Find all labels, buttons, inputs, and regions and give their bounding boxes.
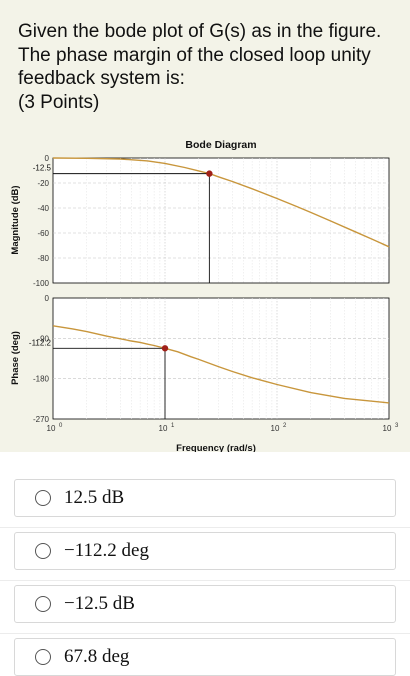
- magnitude-marker-label: -12.5: [33, 164, 52, 173]
- bode-diagram: 0-20-40-60-80-100-12.50-90-180-270-112.2…: [0, 130, 410, 452]
- phase-marker-label: -112.2: [29, 338, 52, 347]
- y-tick-label: 0: [45, 154, 50, 163]
- y-tick-label: -180: [33, 375, 50, 384]
- x-tick-exponent: 3: [395, 423, 399, 429]
- x-tick-exponent: 0: [59, 423, 63, 429]
- divider: [0, 580, 410, 581]
- y-tick-label: -40: [37, 204, 49, 213]
- option-1[interactable]: 12.5 dB: [14, 479, 396, 517]
- x-tick-label: 10: [47, 424, 56, 433]
- y-tick-label: -80: [37, 254, 49, 263]
- y-tick-label: -270: [33, 415, 50, 424]
- x-tick-label: 10: [159, 424, 168, 433]
- phase-axis-label: Phase (deg): [10, 331, 21, 385]
- phase-curve: [52, 325, 390, 404]
- divider: [0, 527, 410, 528]
- x-tick-exponent: 2: [283, 423, 287, 429]
- question-line: The phase margin of the closed loop unit…: [18, 44, 371, 66]
- radio-button-icon[interactable]: [35, 596, 51, 612]
- x-axis-label: Frequency (rad/s): [176, 443, 256, 452]
- y-tick-label: -100: [33, 279, 50, 288]
- phase-plot-area: [52, 297, 390, 420]
- magnitude-curve: [52, 157, 390, 248]
- magnitude-plot-area: [52, 157, 390, 284]
- radio-button-icon[interactable]: [35, 543, 51, 559]
- option-3[interactable]: −12.5 dB: [14, 585, 396, 623]
- chart-title: Bode Diagram: [185, 139, 256, 151]
- question-text: Given the bode plot of G(s) as in the fi…: [18, 20, 398, 114]
- question-line: feedback system is:: [18, 68, 185, 89]
- phase-marker-point: [161, 345, 169, 352]
- x-tick-label: 10: [271, 424, 280, 433]
- option-2[interactable]: −112.2 deg: [14, 532, 396, 570]
- option-label: 12.5 dB: [64, 487, 125, 508]
- y-tick-label: -90: [37, 334, 49, 343]
- radio-button-icon[interactable]: [35, 649, 51, 665]
- y-tick-label: 0: [45, 294, 50, 303]
- question-points: (3 Points): [18, 91, 100, 113]
- divider: [0, 633, 410, 634]
- y-tick-label: -20: [37, 179, 49, 188]
- option-label: 67.8 deg: [64, 646, 130, 667]
- x-tick-exponent: 1: [171, 423, 175, 429]
- option-4[interactable]: 67.8 deg: [14, 638, 396, 676]
- option-label: −12.5 dB: [64, 593, 135, 614]
- option-label: −112.2 deg: [64, 540, 149, 561]
- magnitude-axis-label: Magnitude (dB): [10, 185, 21, 254]
- y-tick-label: -60: [37, 229, 49, 238]
- magnitude-marker-point: [206, 170, 213, 177]
- x-tick-label: 10: [383, 424, 392, 433]
- question-line: Given the bode plot of G(s) as in the fi…: [18, 21, 382, 42]
- question-card: Given the bode plot of G(s) as in the fi…: [0, 0, 410, 452]
- radio-button-icon[interactable]: [35, 490, 51, 506]
